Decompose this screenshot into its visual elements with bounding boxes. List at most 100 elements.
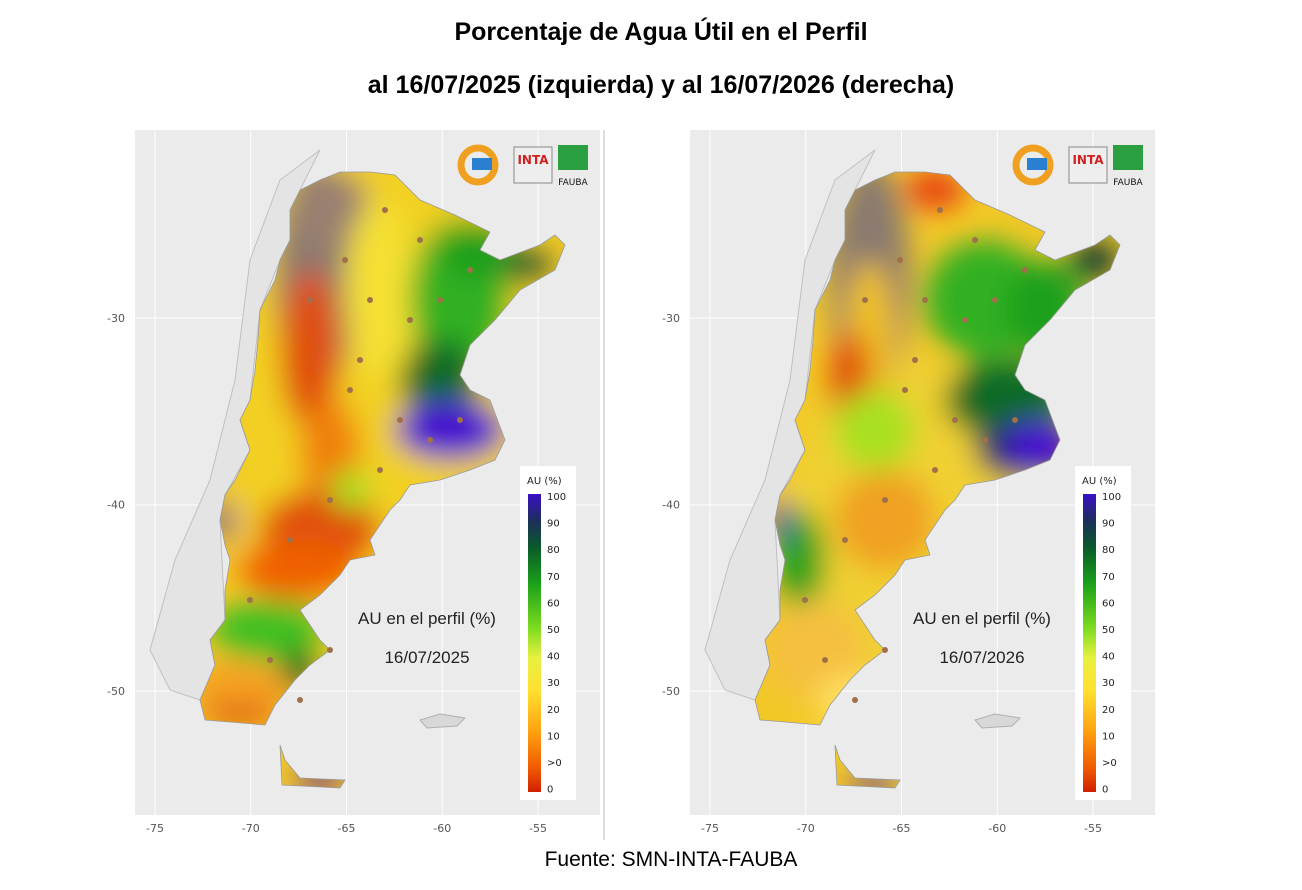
map-label: AU en el perfil (%) (358, 609, 496, 628)
x-tick-label: -70 (242, 822, 260, 835)
legend-label: 100 (547, 492, 566, 503)
x-tick-label: -60 (433, 822, 451, 835)
moisture-zone (345, 200, 415, 380)
x-tick-label: -55 (529, 822, 547, 835)
station (852, 697, 858, 703)
legend-label: 50 (547, 625, 560, 636)
map-panel: -75 -70 -65 -60 -55 -30 -40 -50 INTA FAUBA AU (%) 1… (107, 130, 600, 835)
legend-label: 50 (1102, 625, 1115, 636)
legend-label: 10 (547, 731, 560, 742)
legend-label: 100 (1102, 492, 1121, 503)
logo-fauba-mark (558, 145, 588, 170)
moisture-zone (765, 600, 865, 700)
legend-label: 90 (1102, 519, 1115, 530)
station (882, 647, 888, 653)
logo-fauba: FAUBA (558, 178, 588, 188)
station (922, 297, 928, 303)
x-tick-label: -65 (338, 822, 356, 835)
y-tick-label: -40 (662, 499, 680, 512)
y-tick-label: -30 (662, 312, 680, 325)
station (912, 357, 918, 363)
station (467, 267, 473, 273)
logo-smn (457, 144, 499, 186)
station (297, 697, 303, 703)
country-outline (279, 744, 346, 789)
station (397, 417, 403, 423)
legend-label: 80 (547, 545, 560, 556)
legend-label: 10 (1102, 731, 1115, 742)
station (882, 497, 888, 503)
legend-label: 70 (1102, 572, 1115, 583)
country-outline (199, 171, 566, 726)
x-tick-label: -65 (893, 822, 911, 835)
station (427, 437, 433, 443)
moisture-zone (505, 245, 555, 285)
moisture-zone (330, 470, 370, 510)
country-outline (834, 744, 901, 789)
falklands (419, 713, 467, 729)
legend-label: 80 (1102, 545, 1115, 556)
station (932, 467, 938, 473)
station (382, 207, 388, 213)
station (897, 257, 903, 263)
x-tick-label: -60 (988, 822, 1006, 835)
moisture-zone (200, 660, 290, 720)
station (407, 317, 413, 323)
legend-title: AU (%) (527, 476, 562, 487)
moisture-zone (210, 600, 330, 660)
station (437, 297, 443, 303)
map-date: 16/07/2026 (939, 648, 1024, 667)
legend-label: 90 (547, 519, 560, 530)
station (357, 357, 363, 363)
moisture-zone (835, 390, 915, 470)
map-date: 16/07/2025 (384, 648, 469, 667)
legend-title: AU (%) (1082, 476, 1117, 487)
station (902, 387, 908, 393)
station (1022, 267, 1028, 273)
station (342, 257, 348, 263)
legend-label: 20 (1102, 705, 1115, 716)
station (822, 657, 828, 663)
logo-inta-box (1068, 146, 1108, 184)
legend-label: 30 (547, 678, 560, 689)
legend-label: 60 (1102, 598, 1115, 609)
logo-smn-waves (472, 158, 492, 170)
moisture-zone (200, 705, 280, 725)
station (327, 647, 333, 653)
moisture-zone (835, 470, 935, 570)
x-tick-label: -75 (146, 822, 164, 835)
station (267, 657, 273, 663)
legend-label: 0 (1102, 785, 1108, 796)
x-tick-label: -75 (701, 822, 719, 835)
logo-fauba-mark (1113, 145, 1143, 170)
y-tick-label: -40 (107, 499, 125, 512)
moisture-zone (400, 340, 480, 420)
legend-label: 60 (547, 598, 560, 609)
x-tick-label: -70 (797, 822, 815, 835)
legend-label: 20 (547, 705, 560, 716)
logo-smn (1012, 144, 1054, 186)
legend-label: 0 (547, 785, 553, 796)
logo-inta: INTA (517, 153, 549, 167)
station (992, 297, 998, 303)
station (962, 317, 968, 323)
country-outline (754, 171, 1121, 726)
subtitle: al 16/07/2025 (izquierda) y al 16/07/202… (368, 71, 954, 99)
y-tick-label: -30 (107, 312, 125, 325)
station (307, 297, 313, 303)
moisture-zone (905, 172, 965, 210)
legend-label: 30 (1102, 678, 1115, 689)
station (347, 387, 353, 393)
source: Fuente: SMN-INTA-FAUBA (545, 848, 798, 871)
legend-label: >0 (1102, 758, 1117, 769)
moisture-zone (280, 270, 340, 430)
station (457, 417, 463, 423)
station (287, 537, 293, 543)
station (802, 597, 808, 603)
logo-inta-box (513, 146, 553, 184)
falklands (974, 713, 1022, 729)
legend-label: 40 (547, 652, 560, 663)
color-bar (528, 494, 541, 792)
moisture-zone (395, 400, 505, 460)
